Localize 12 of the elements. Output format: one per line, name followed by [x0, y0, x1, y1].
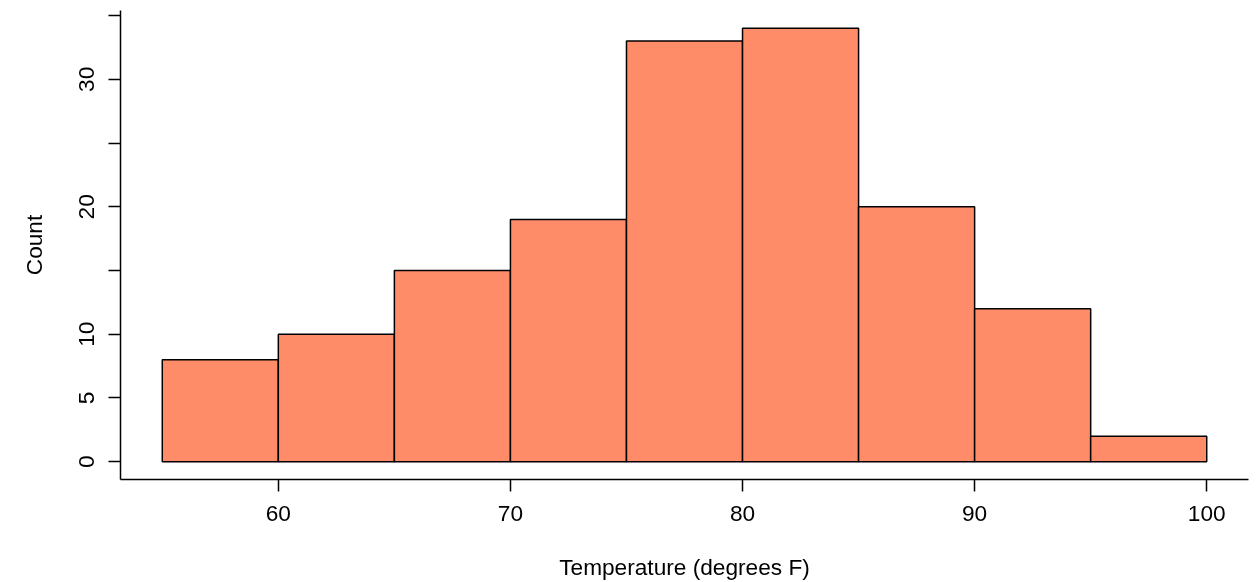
y-tick-label: 0	[73, 455, 100, 468]
y-tick-label: 10	[73, 321, 100, 347]
y-tick-label: 5	[73, 391, 100, 405]
x-axis-title: Temperature (degrees F)	[559, 553, 810, 580]
y-axis-title: Count	[20, 214, 47, 276]
y-tick-label: 30	[73, 66, 100, 92]
x-tick-label: 80	[729, 499, 756, 526]
x-tick-label: 100	[1187, 499, 1226, 526]
x-tick-label: 70	[497, 499, 524, 526]
y-tick-label: 20	[73, 194, 100, 220]
x-tick-label: 90	[962, 499, 988, 526]
x-tick-label: 60	[265, 499, 291, 526]
